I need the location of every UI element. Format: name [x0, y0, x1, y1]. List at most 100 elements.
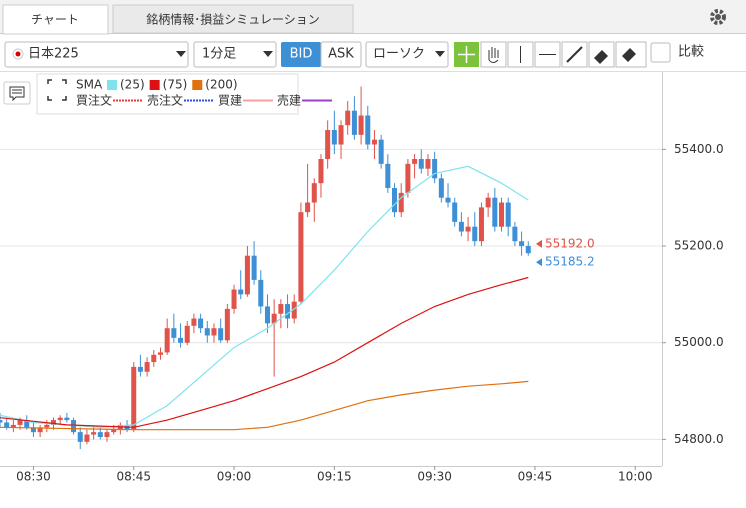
eraser-icon: [594, 50, 608, 64]
candle-body: [392, 188, 398, 213]
candle-body: [84, 434, 90, 442]
price-marker: [536, 258, 542, 267]
legend-swatch: [149, 80, 160, 90]
legend-swatch: [192, 80, 203, 90]
candle-body: [478, 207, 484, 242]
ask-label: ASK: [328, 47, 354, 62]
style-select[interactable]: [365, 41, 449, 68]
candle-body: [50, 420, 57, 425]
tab-chart[interactable]: [2, 4, 109, 35]
candle-body: [151, 354, 157, 363]
candle-body: [37, 427, 43, 433]
candle-body: [77, 432, 83, 442]
candle-body: [458, 221, 464, 232]
legend-label: 買建: [218, 94, 242, 108]
hand-tool[interactable]: [480, 41, 507, 68]
candle-body: [144, 362, 150, 372]
candle-body: [244, 255, 250, 295]
price-marker: [536, 239, 542, 248]
candle-body: [305, 202, 311, 213]
candle-body: [0, 420, 3, 423]
dropdown-arrow: [176, 51, 186, 57]
candle-body: [137, 366, 143, 372]
candle-body: [525, 246, 531, 254]
candle-body: [351, 110, 357, 135]
candle-body: [405, 163, 411, 193]
candle-body: [111, 429, 117, 433]
dropdown-arrow: [263, 51, 273, 57]
candle-body: [91, 432, 97, 435]
candle-body: [258, 279, 264, 307]
candle-body: [218, 328, 224, 341]
candle-body: [371, 139, 377, 145]
legend-label: 売注文: [147, 93, 183, 108]
candle-body: [17, 420, 23, 425]
symbol-select[interactable]: [4, 41, 189, 68]
settings-icon[interactable]: [710, 9, 726, 25]
price-label: 55192.0: [545, 236, 595, 250]
candle-body: [492, 197, 498, 227]
legend-swatch: [107, 80, 117, 90]
tab-label: チャート: [31, 13, 79, 27]
eraser-tool[interactable]: [588, 41, 615, 68]
candle-body: [224, 308, 230, 341]
candle-body: [278, 304, 284, 314]
plot: [0, 86, 666, 470]
legend-title: SMA: [76, 78, 103, 92]
candle-body: [191, 318, 197, 326]
x-tick-label: 08:45: [116, 470, 151, 484]
timeframe-select[interactable]: [193, 41, 277, 68]
candle-body: [412, 159, 418, 164]
candle-body: [238, 289, 244, 295]
legend-label: 売建: [277, 93, 301, 108]
hand-icon: [488, 47, 499, 63]
flag-dot: [15, 51, 21, 57]
x-tick-label: 09:15: [317, 470, 352, 484]
candle-body: [291, 301, 297, 319]
candle-body: [418, 159, 424, 169]
candle-body: [485, 197, 491, 208]
candle-body: [385, 163, 391, 189]
candle-body: [325, 130, 331, 160]
bid-button[interactable]: [281, 42, 321, 67]
tab-info[interactable]: [112, 4, 354, 34]
sma-line: [0, 276, 529, 428]
candle-body: [178, 337, 184, 343]
price-label: 55185.2: [545, 255, 595, 269]
candle-body: [57, 417, 63, 421]
compare-checkbox[interactable]: [650, 42, 671, 63]
candle-body: [64, 417, 70, 421]
compare-label: 比較: [678, 45, 704, 60]
candle-body: [71, 420, 77, 433]
candle-body: [231, 289, 237, 309]
trend-icon: [566, 46, 583, 63]
legend: SMA (25) (75) (200) 買注文 売注文 買建 売建: [76, 78, 333, 108]
crosshair-icon: [458, 46, 475, 63]
chart-style: ローソク: [373, 47, 425, 62]
legend-label: 買注文: [76, 93, 112, 108]
y-tick-label: 55200.0: [674, 239, 724, 253]
timeframe: 1分足: [202, 47, 236, 62]
symbol: 日本225: [28, 47, 79, 62]
candle-body: [398, 192, 404, 213]
candle-body: [204, 328, 210, 336]
expand-icon[interactable]: [47, 79, 67, 101]
candle-body: [512, 226, 518, 242]
candle-body: [432, 159, 438, 179]
candle-body: [157, 352, 163, 355]
sma-line: [0, 165, 529, 428]
candle-body: [164, 328, 170, 353]
tab-label: 銘柄情報･損益シミュレーション: [146, 12, 320, 27]
y-tick-label: 55400.0: [674, 142, 724, 156]
ask-button[interactable]: [320, 41, 362, 68]
candle-body: [298, 212, 304, 302]
x-tick-label: 09:45: [518, 470, 553, 484]
bid-label: BID: [290, 47, 313, 62]
candle-body: [358, 115, 364, 135]
candle-body: [331, 130, 337, 145]
candle-body: [184, 325, 190, 343]
sma-line: [0, 380, 529, 431]
x-tick-label: 10:00: [618, 470, 653, 484]
